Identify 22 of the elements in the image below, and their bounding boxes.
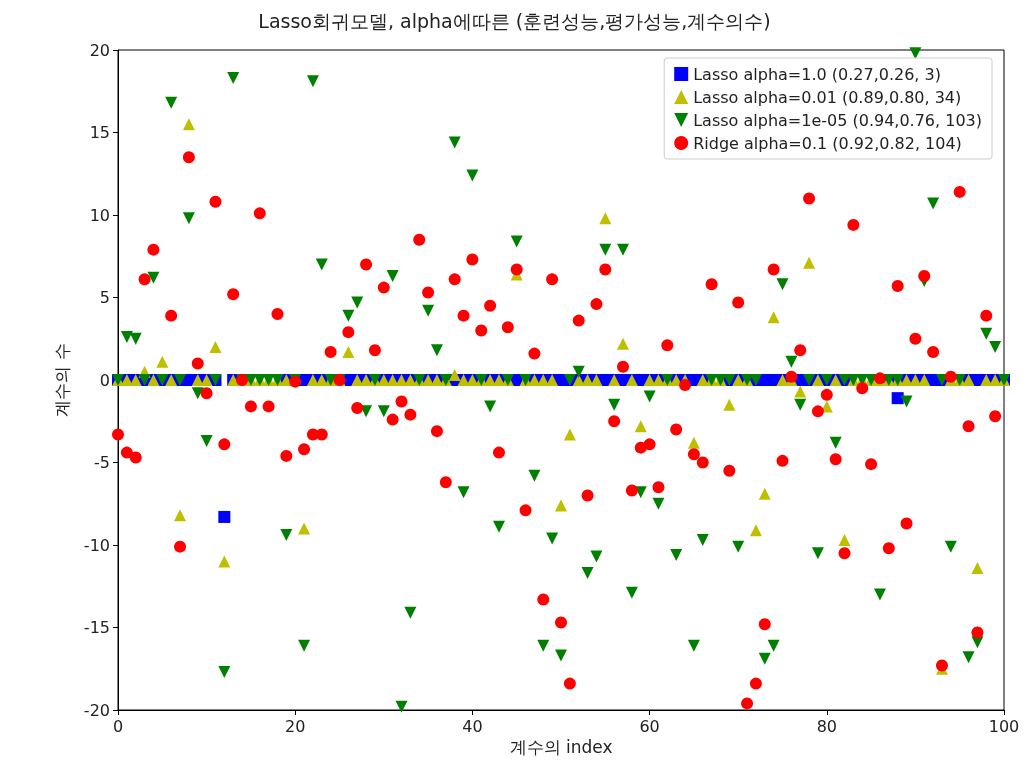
y-axis-title: 계수의 수 <box>51 343 72 417</box>
y-tick-label: -20 <box>83 700 110 720</box>
y-tick-label: 0 <box>99 370 110 390</box>
legend-label: Lasso alpha=0.01 (0.89,0.80, 34) <box>693 87 962 107</box>
x-tick-label: 40 <box>462 716 483 736</box>
y-tick-label: -10 <box>83 535 110 555</box>
x-tick-label: 100 <box>988 716 1020 736</box>
legend-label: Lasso alpha=1e-05 (0.94,0.76, 103) <box>693 110 982 130</box>
chart-title: Lasso회귀모델, alpha에따른 (훈련성능,평가성능,계수의수) <box>258 9 771 32</box>
x-tick-label: 20 <box>285 716 306 736</box>
y-tick-label: 10 <box>89 205 110 225</box>
y-tick-label: 5 <box>99 288 110 307</box>
y-tick-label: -15 <box>83 618 110 637</box>
x-tick-label: 80 <box>816 716 837 736</box>
legend-label: Lasso alpha=1.0 (0.27,0.26, 3) <box>693 64 941 84</box>
y-tick-label: 20 <box>89 40 110 60</box>
y-tick-label: 15 <box>89 123 110 142</box>
x-tick-label: 60 <box>639 716 660 736</box>
x-axis-title: 계수의 index <box>509 737 613 758</box>
y-tick-label: -5 <box>94 453 110 472</box>
x-tick-label: 0 <box>112 716 124 736</box>
legend-label: Ridge alpha=0.1 (0.92,0.82, 104) <box>693 133 962 153</box>
